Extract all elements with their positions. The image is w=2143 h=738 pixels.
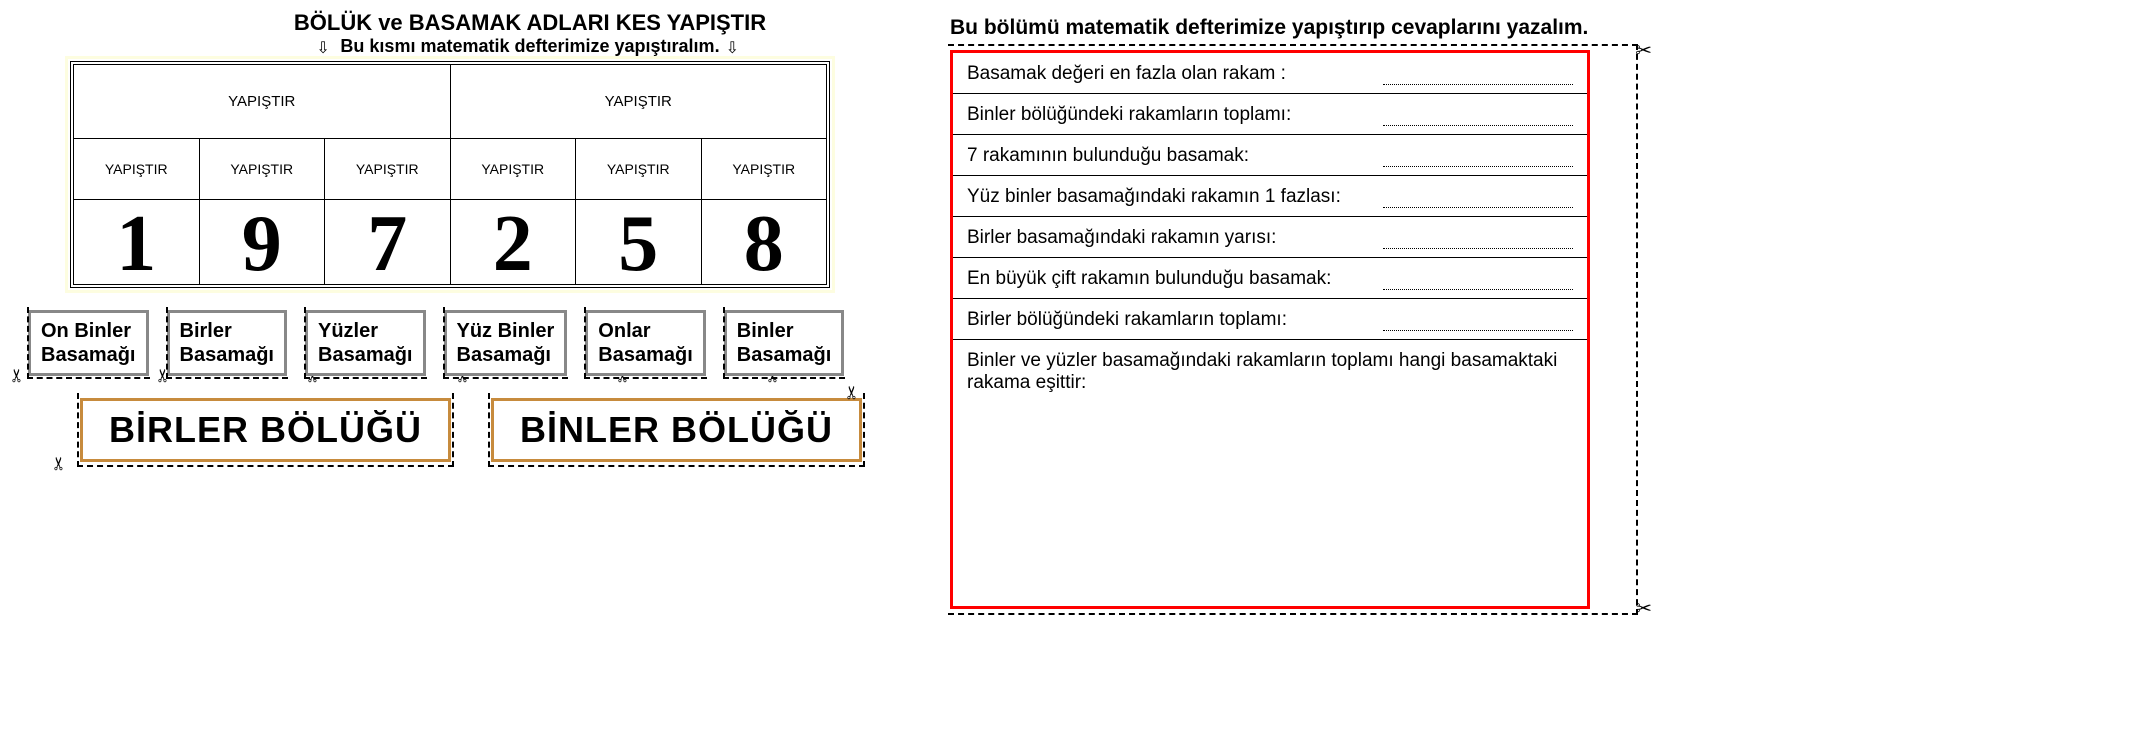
paste-cell: YAPIŞTIR xyxy=(702,139,827,200)
question-text: Yüz binler basamağındaki rakamın 1 fazla… xyxy=(967,186,1341,208)
cut-label-box: BinlerBasamağı xyxy=(724,310,845,376)
answer-blank xyxy=(1383,271,1573,290)
question-text: En büyük çift rakamın bulunduğu basamak: xyxy=(967,268,1331,290)
question-text: Binler bölüğündeki rakamların toplamı: xyxy=(967,104,1291,126)
digit-cell: 8 xyxy=(702,200,827,284)
answer-blank xyxy=(1383,66,1573,85)
question-text: Basamak değeri en fazla olan rakam : xyxy=(967,63,1286,85)
questions-box: Basamak değeri en fazla olan rakam : Bin… xyxy=(950,50,1590,609)
big-cut-boxes-row: ✂ BİRLER BÖLÜĞÜ BİNLER BÖLÜĞÜ ✂ xyxy=(80,398,910,462)
paste-cell: YAPIŞTIR xyxy=(451,65,827,139)
question-row: 7 rakamının bulunduğu basamak: xyxy=(953,135,1587,176)
digit: 7 xyxy=(367,204,407,284)
paste-cell: YAPIŞTIR xyxy=(74,139,200,200)
worksheet-page: BÖLÜK ve BASAMAK ADLARI KES YAPIŞTIR ⇩ B… xyxy=(10,10,2133,613)
place-value-table: YAPIŞTIR YAPIŞTIR YAPIŞTIR YAPIŞTIR YAPI… xyxy=(70,61,830,288)
paste-cell: YAPIŞTIR xyxy=(200,139,326,200)
digit: 2 xyxy=(493,204,533,284)
subtitle-text: Bu kısmı matematik defterimize yapıştıra… xyxy=(340,36,719,57)
question-row: En büyük çift rakamın bulunduğu basamak: xyxy=(953,258,1587,299)
digit-cell: 1 xyxy=(74,200,200,284)
arrow-down-icon: ⇩ xyxy=(316,38,334,56)
questions-wrap: ✂ Basamak değeri en fazla olan rakam : B… xyxy=(950,46,1630,613)
cut-label-box: BirlerBasamağı xyxy=(167,310,288,376)
question-text: Birler bölüğündeki rakamların toplamı: xyxy=(967,309,1287,331)
question-row: Binler bölüğündeki rakamların toplamı: xyxy=(953,94,1587,135)
cut-label-box: Yüz BinlerBasamağı xyxy=(444,310,568,376)
question-text: Birler basamağındaki rakamın yarısı: xyxy=(967,227,1276,249)
table-row-groups: YAPIŞTIR YAPIŞTIR xyxy=(74,65,826,139)
question-row: Binler ve yüzler basamağındaki rakamları… xyxy=(953,340,1587,606)
right-title: Bu bölümü matematik defterimize yapıştır… xyxy=(950,16,1630,40)
arrow-down-icon: ⇩ xyxy=(726,38,744,56)
digit: 1 xyxy=(116,204,156,284)
answer-blank xyxy=(1383,107,1573,126)
digit-cell: 5 xyxy=(576,200,702,284)
left-column: BÖLÜK ve BASAMAK ADLARI KES YAPIŞTIR ⇩ B… xyxy=(10,10,910,462)
question-row: Birler bölüğündeki rakamların toplamı: xyxy=(953,299,1587,340)
question-row: Basamak değeri en fazla olan rakam : xyxy=(953,53,1587,94)
digit: 8 xyxy=(744,204,784,284)
digit: 9 xyxy=(242,204,282,284)
scissor-icon: ✂ xyxy=(7,368,28,383)
small-cut-boxes-row: ✂ On BinlerBasamağı ✂ BirlerBasamağı ✂ Y… xyxy=(28,310,910,376)
digit-cell: 9 xyxy=(200,200,326,284)
paste-cell: YAPIŞTIR xyxy=(325,139,451,200)
answer-blank xyxy=(1383,230,1573,249)
table-row-places: YAPIŞTIR YAPIŞTIR YAPIŞTIR YAPIŞTIR YAPI… xyxy=(74,139,826,200)
question-text: 7 rakamının bulunduğu basamak: xyxy=(967,145,1249,167)
paste-cell: YAPIŞTIR xyxy=(451,139,577,200)
cut-label-box: On BinlerBasamağı xyxy=(28,310,149,376)
big-cut-box: BİRLER BÖLÜĞÜ xyxy=(80,398,451,462)
right-column: Bu bölümü matematik defterimize yapıştır… xyxy=(950,10,1630,613)
answer-blank xyxy=(1383,148,1573,167)
question-row: Birler basamağındaki rakamın yarısı: xyxy=(953,217,1587,258)
main-title: BÖLÜK ve BASAMAK ADLARI KES YAPIŞTIR xyxy=(150,10,910,36)
digit-cell: 2 xyxy=(451,200,577,284)
paste-cell: YAPIŞTIR xyxy=(576,139,702,200)
question-text: Binler ve yüzler basamağındaki rakamları… xyxy=(967,350,1573,394)
table-row-digits: 1 9 7 2 5 8 xyxy=(74,200,826,284)
paste-cell: YAPIŞTIR xyxy=(74,65,451,139)
cut-label-box: OnlarBasamağı xyxy=(585,310,706,376)
answer-blank xyxy=(1383,312,1573,331)
scissor-icon: ✂ xyxy=(842,385,863,400)
cut-label-box: YüzlerBasamağı xyxy=(305,310,426,376)
scissor-icon: ✂ xyxy=(1635,38,1652,63)
scissor-icon: ✂ xyxy=(1635,596,1652,621)
answer-blank xyxy=(1383,189,1573,208)
scissor-icon: ✂ xyxy=(49,456,70,471)
big-cut-box: BİNLER BÖLÜĞÜ xyxy=(491,398,862,462)
digit: 5 xyxy=(618,204,658,284)
digit-cell: 7 xyxy=(325,200,451,284)
question-row: Yüz binler basamağındaki rakamın 1 fazla… xyxy=(953,176,1587,217)
subtitle-row: ⇩ Bu kısmı matematik defterimize yapıştı… xyxy=(150,36,910,57)
